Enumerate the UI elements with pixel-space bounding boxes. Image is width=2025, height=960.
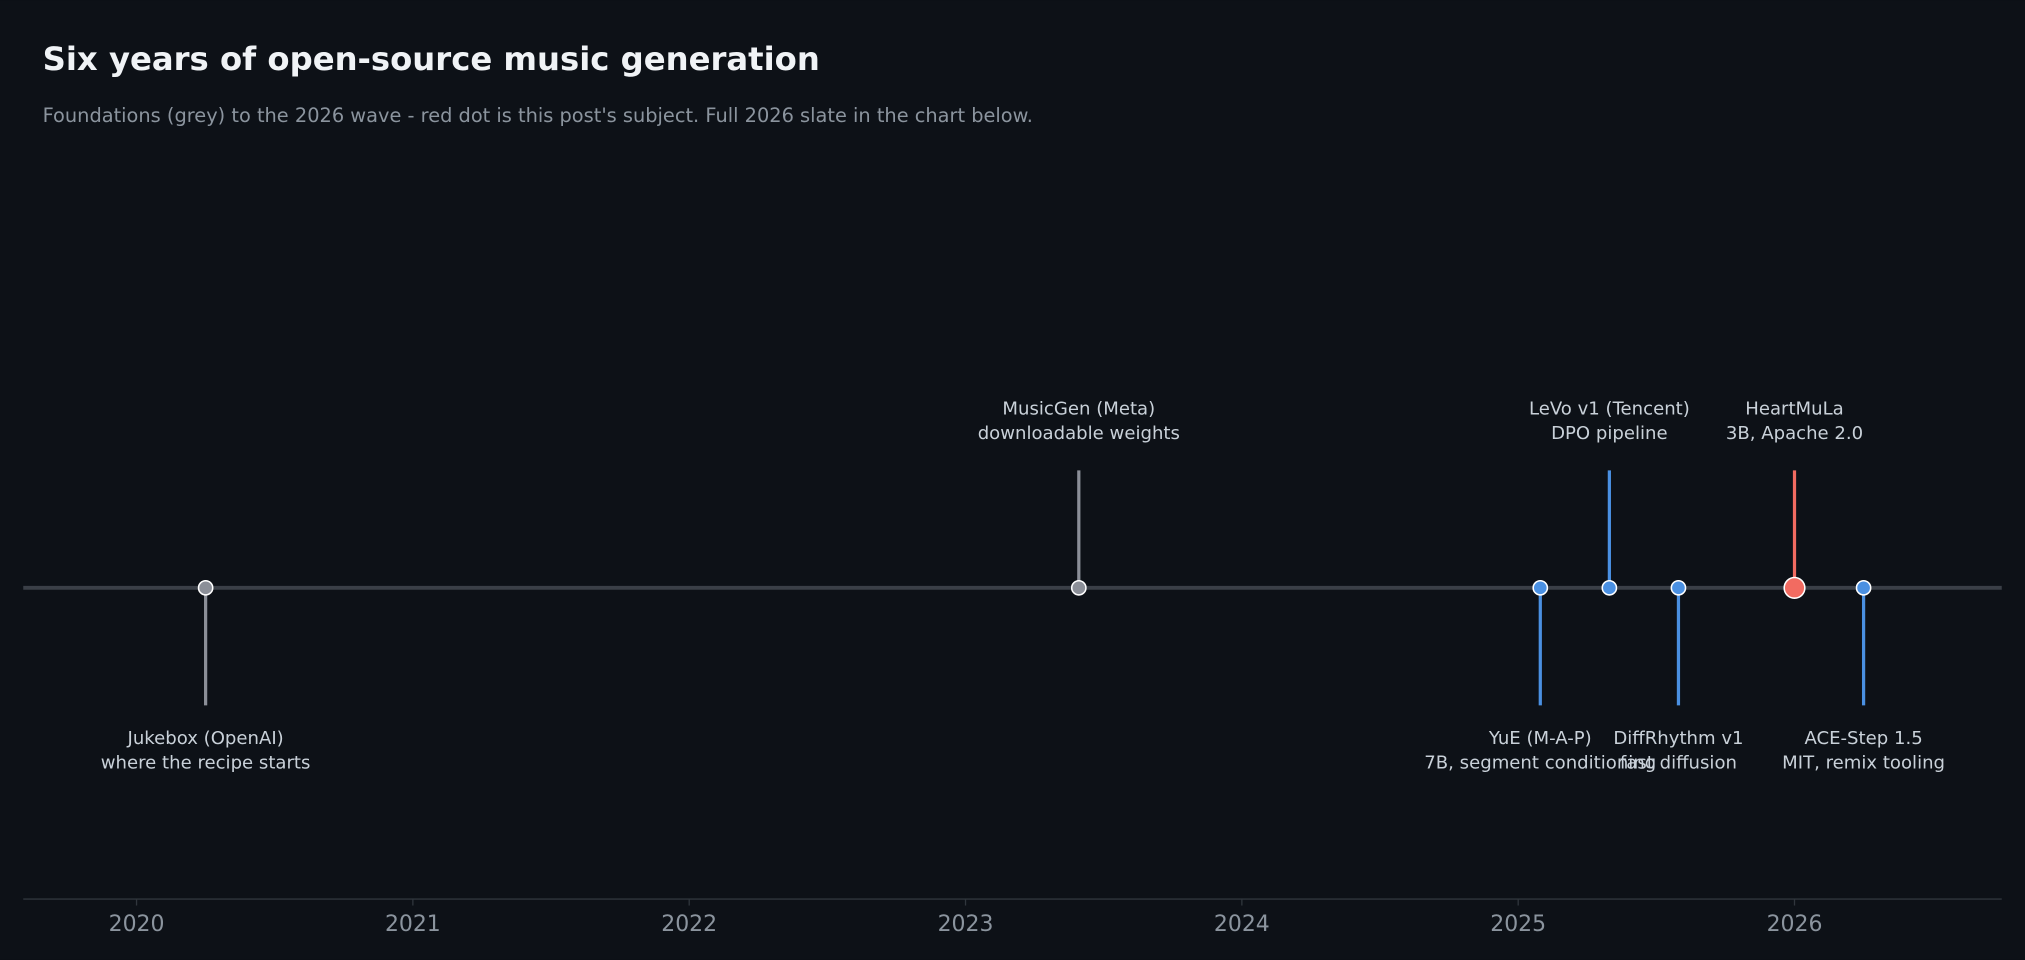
event-dot (197, 579, 214, 596)
event-dot (1601, 579, 1618, 596)
event-dot (1670, 579, 1687, 596)
event-name: YuE (M-A-P) (1488, 728, 1592, 749)
event-detail: 7B, segment conditioning (1424, 752, 1656, 773)
event-name: DiffRhythm v1 (1613, 728, 1743, 749)
event-name: MusicGen (Meta) (1002, 399, 1155, 420)
event-name: LeVo v1 (Tencent) (1529, 399, 1690, 420)
x-tick-label: 2020 (109, 912, 165, 937)
x-tick-label: 2022 (661, 912, 717, 937)
x-tick-label: 2025 (1490, 912, 1546, 937)
x-tick-label: 2021 (385, 912, 441, 937)
x-tick-label: 2024 (1214, 912, 1270, 937)
event-dot (1783, 576, 1806, 599)
event-detail: where the recipe starts (101, 752, 311, 773)
event-name: HeartMuLa (1745, 399, 1844, 420)
event-name: Jukebox (OpenAI) (126, 728, 283, 749)
event-detail: DPO pipeline (1551, 423, 1668, 444)
event-detail: MIT, remix tooling (1782, 752, 1945, 773)
chart-subtitle: Foundations (grey) to the 2026 wave - re… (43, 104, 1033, 127)
event-name: ACE-Step 1.5 (1804, 728, 1922, 749)
event-detail: 3B, Apache 2.0 (1726, 423, 1863, 444)
chart-title: Six years of open-source music generatio… (43, 40, 820, 78)
x-tick-label: 2026 (1767, 912, 1823, 937)
event-dot (1070, 579, 1087, 596)
event-detail: downloadable weights (978, 423, 1180, 444)
event-dot (1855, 579, 1872, 596)
event-detail: fast diffusion (1620, 752, 1737, 773)
x-tick-label: 2023 (938, 912, 994, 937)
event-dot (1532, 579, 1549, 596)
